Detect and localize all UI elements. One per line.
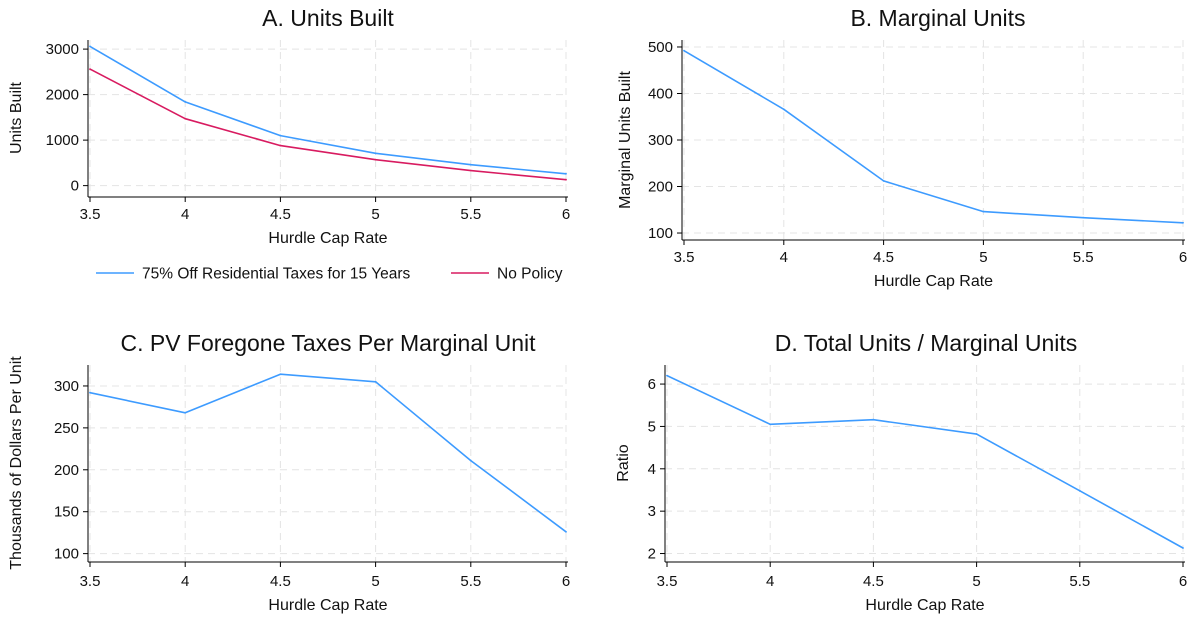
data-point: [1182, 547, 1184, 549]
x-tick-label: 3.5: [80, 206, 101, 223]
data-point: [666, 374, 668, 377]
y-tick-label: 300: [648, 132, 673, 149]
data-point: [565, 178, 567, 181]
x-tick-label: 4: [780, 249, 788, 266]
x-tick-label: 4: [181, 573, 189, 590]
x-tick-label: 4: [766, 573, 774, 590]
data-point: [184, 100, 187, 103]
x-tick-label: 5: [371, 206, 379, 223]
chart-title: B. Marginal Units: [850, 5, 1025, 31]
x-axis-label: Hurdle Cap Rate: [874, 273, 993, 290]
legend: 75% Off Residential Taxes for 15 Years No…: [96, 266, 563, 283]
data-point: [782, 108, 785, 111]
data-point: [374, 152, 377, 155]
y-axis-label: Thousands of Dollars Per Unit: [8, 356, 25, 570]
data-point: [279, 373, 282, 376]
y-tick-label: 500: [648, 39, 673, 56]
x-tick-label: 5.5: [460, 573, 481, 590]
x-tick-label: 4.5: [873, 249, 894, 266]
x-tick-label: 4.5: [863, 573, 884, 590]
series-line-75-off-residential-taxes-for-15-years: [89, 45, 567, 175]
chart-panel-2: B. Marginal Units 100 200 300 400 500 3.5 4 4.5 5…: [617, 5, 1187, 290]
data-point: [565, 172, 567, 175]
legend-label: 75% Off Residential Taxes for 15 Years: [142, 266, 411, 283]
y-tick-label: 2: [648, 546, 656, 563]
data-point: [683, 49, 685, 52]
y-tick-label: 6: [648, 376, 656, 393]
data-point: [872, 418, 875, 421]
x-tick-label: 6: [1179, 573, 1187, 590]
x-tick-label: 4.5: [270, 206, 291, 223]
x-tick-label: 5.5: [1073, 249, 1094, 266]
x-tick-label: 3.5: [657, 573, 678, 590]
x-tick-label: 5.5: [460, 206, 481, 223]
data-point: [975, 433, 978, 435]
data-point: [469, 169, 472, 172]
y-tick-label: 3000: [46, 41, 79, 58]
x-axis-label: Hurdle Cap Rate: [268, 230, 387, 247]
chart-title: A. Units Built: [262, 5, 394, 31]
data-point: [374, 158, 377, 161]
chart-panel-4: D. Total Units / Marginal Units 2 3 4 5 6 3.5 4…: [615, 330, 1187, 614]
chart-title: C. PV Foregone Taxes Per Marginal Unit: [120, 330, 536, 356]
data-point: [1078, 489, 1081, 492]
data-point: [565, 530, 567, 533]
data-point: [184, 117, 187, 120]
legend-label: No Policy: [497, 266, 563, 283]
y-tick-label: 5: [648, 418, 656, 435]
series-line-1: [683, 50, 1184, 224]
data-point: [279, 134, 282, 137]
y-tick-label: 0: [71, 178, 79, 195]
x-tick-label: 5: [371, 573, 379, 590]
y-axis-label: Units Built: [8, 81, 25, 154]
chart-panel-3: C. PV Foregone Taxes Per Marginal Unit 10…: [8, 330, 570, 614]
x-tick-label: 4: [181, 206, 189, 223]
y-tick-label: 100: [648, 225, 673, 242]
data-point: [469, 163, 472, 166]
x-axis-label: Hurdle Cap Rate: [268, 597, 387, 614]
x-tick-label: 5: [979, 249, 987, 266]
data-point: [89, 68, 91, 71]
y-tick-label: 3: [648, 503, 656, 520]
data-point: [1182, 221, 1184, 224]
y-tick-label: 2000: [46, 87, 79, 104]
y-tick-label: 250: [54, 420, 79, 437]
x-axis-label: Hurdle Cap Rate: [865, 597, 984, 614]
y-tick-label: 200: [648, 179, 673, 196]
x-tick-label: 6: [562, 573, 570, 590]
x-tick-label: 3.5: [80, 573, 101, 590]
y-tick-label: 1000: [46, 132, 79, 149]
y-tick-label: 300: [54, 378, 79, 395]
y-tick-label: 100: [54, 546, 79, 563]
series-line-no-policy: [89, 68, 567, 181]
x-tick-label: 3.5: [674, 249, 695, 266]
x-tick-label: 5.5: [1069, 573, 1090, 590]
data-point: [184, 411, 187, 414]
data-point: [469, 459, 472, 462]
y-tick-label: 400: [648, 85, 673, 102]
data-point: [982, 210, 985, 213]
data-point: [279, 144, 282, 147]
x-tick-label: 4.5: [270, 573, 291, 590]
series-line-1: [666, 374, 1184, 549]
series-line-1: [89, 373, 567, 533]
y-axis-label: Marginal Units Built: [617, 71, 634, 209]
y-axis-label: Ratio: [615, 444, 632, 481]
data-point: [1082, 216, 1085, 219]
x-tick-label: 6: [562, 206, 570, 223]
chart-panel-1: A. Units Built 0 1000 2000 3000 3.5 4 4.5 5 5.5 6 H…: [8, 5, 570, 283]
y-tick-label: 150: [54, 504, 79, 521]
chart-title: D. Total Units / Marginal Units: [775, 330, 1078, 356]
x-tick-label: 6: [1179, 249, 1187, 266]
data-point: [89, 391, 91, 394]
data-point: [882, 180, 885, 182]
data-point: [89, 45, 91, 48]
data-point: [374, 380, 377, 383]
x-tick-label: 5: [972, 573, 980, 590]
data-point: [769, 423, 772, 426]
y-tick-label: 4: [648, 461, 656, 478]
y-tick-label: 200: [54, 462, 79, 479]
